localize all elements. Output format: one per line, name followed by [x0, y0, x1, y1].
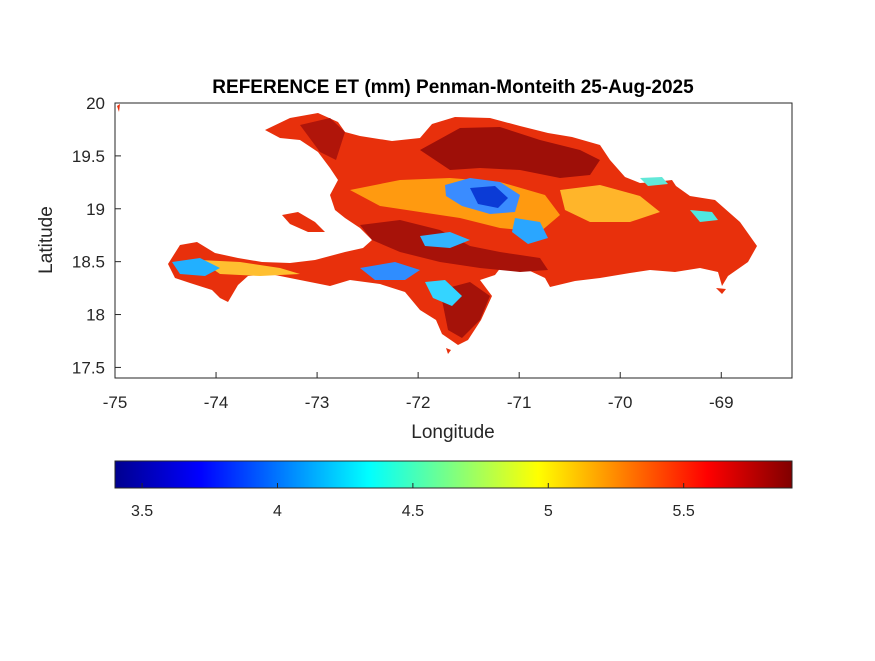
y-tick-label: 19 [86, 200, 105, 219]
x-tick-label: -69 [709, 393, 734, 412]
y-tick-label: 18 [86, 306, 105, 325]
x-tick-label: -71 [507, 393, 532, 412]
y-axis: 17.5 18 18.5 19 19.5 20 [72, 94, 121, 377]
x-tick-label: -73 [305, 393, 330, 412]
region-massif-selle [360, 262, 420, 280]
plot-frame [114, 102, 793, 379]
y-tick-label: 17.5 [72, 358, 105, 377]
colorbar-tick-label: 5 [544, 503, 553, 520]
colorbar-tick-label: 3.5 [131, 503, 153, 520]
y-tick-label: 18.5 [72, 253, 105, 272]
region-cordillera-south [512, 218, 548, 244]
colorbar-tick-label: 5.5 [673, 503, 695, 520]
x-tick-label: -75 [103, 393, 128, 412]
colorbar-tick-label: 4.5 [402, 503, 424, 520]
region-north-haiti [300, 118, 345, 160]
island-gonave [282, 212, 325, 232]
x-axis: -75 -74 -73 -72 -71 -70 -69 [103, 372, 734, 412]
island-saona [716, 288, 726, 294]
y-axis-label: Latitude [36, 206, 57, 274]
island-tortuga [117, 104, 120, 112]
region-cordillera-core [470, 186, 508, 208]
y-tick-label: 20 [86, 94, 105, 113]
colorbar-tick-label: 4 [273, 503, 282, 520]
region-central-blue [420, 232, 470, 248]
colorbar: 3.5 4 4.5 5 5.5 [114, 460, 793, 520]
island-beata [446, 348, 451, 354]
region-massif-hotte [172, 258, 220, 276]
y-tick-label: 19.5 [72, 147, 105, 166]
region-cyan-east [690, 210, 718, 222]
x-tick-label: -74 [204, 393, 229, 412]
region-samana-cyan [640, 177, 668, 186]
region-yellow-east [560, 185, 660, 222]
x-tick-label: -70 [608, 393, 633, 412]
region-yellow-south [200, 260, 300, 276]
island-hispaniola [168, 113, 757, 345]
x-axis-label: Longitude [411, 422, 494, 443]
x-tick-label: -72 [406, 393, 431, 412]
region-highland-north [420, 127, 600, 178]
region-sierra-bahoruco [425, 280, 462, 306]
et-map [117, 104, 757, 354]
colorbar-gradient [114, 460, 793, 489]
chart-title: REFERENCE ET (mm) Penman-Monteith 25-Aug… [212, 77, 694, 98]
colorbar-ticks: 3.5 4 4.5 5 5.5 [131, 483, 695, 520]
